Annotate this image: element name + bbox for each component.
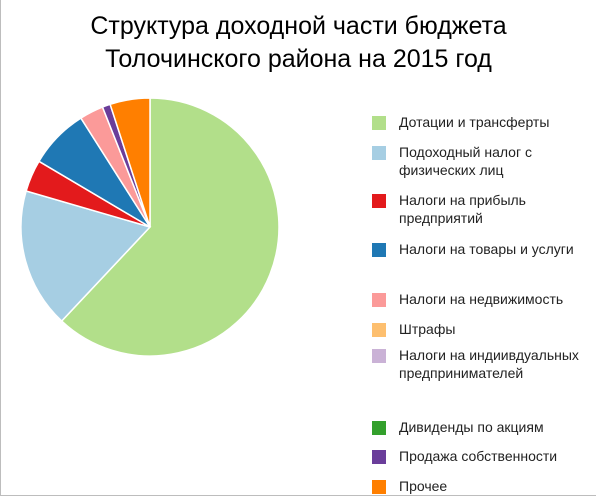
pie-slice-9 [109, 97, 151, 228]
chart-title-line-1: Структура доходной части бюджета [90, 12, 507, 40]
legend-label: Продажа собственности [399, 448, 558, 464]
legend-swatch [372, 293, 386, 307]
legend-swatch [372, 146, 386, 160]
legend-label: Дивиденды по акциям [399, 419, 544, 435]
legend-label: Налоги на индиивдуальных предпринимателе… [399, 347, 579, 381]
legend-swatch [372, 349, 386, 363]
legend-swatch [372, 116, 386, 130]
legend-swatch [372, 480, 386, 494]
legend-swatch [372, 421, 386, 435]
legend-label: Подоходный налог с физических лиц [399, 144, 532, 178]
legend-swatch [372, 450, 386, 464]
legend-swatch [372, 194, 386, 208]
legend-swatch [372, 243, 386, 257]
chart-title: Структура доходной части бюджета Толочин… [0, 10, 597, 76]
pie-slice-1 [20, 190, 152, 323]
legend-label: Налоги на прибыль предприятий [399, 192, 526, 226]
legend-swatch [372, 323, 386, 337]
legend-label: Прочее [399, 478, 448, 494]
legend-label: Налоги на недвижимость [399, 291, 564, 307]
chart-title-line-2: Толочинского района на 2015 год [105, 45, 492, 73]
legend-label: Штрафы [399, 321, 456, 337]
legend-label: Налоги на товары и услуги [399, 241, 574, 257]
pie-slice-0 [60, 97, 280, 357]
legend-label: Дотации и трансферты [399, 114, 550, 130]
